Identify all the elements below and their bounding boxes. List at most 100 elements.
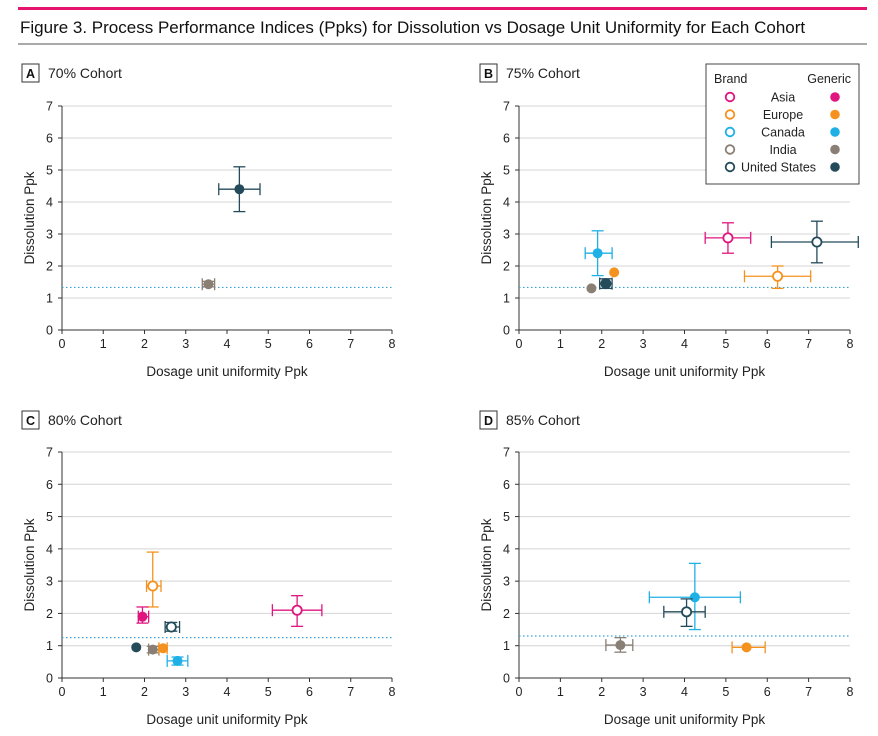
x-tick-label: 6: [306, 337, 313, 351]
y-tick-label: 7: [503, 100, 510, 114]
data-point: [605, 636, 634, 653]
x-tick-label: 8: [389, 337, 396, 351]
legend-brand-marker: [724, 126, 736, 138]
legend-row-europe: Europe: [724, 108, 840, 122]
data-point: [158, 642, 169, 655]
y-tick-label: 0: [503, 672, 510, 686]
data-point: [609, 267, 620, 278]
y-tick-label: 1: [46, 292, 53, 306]
x-tick-label: 6: [764, 337, 771, 351]
y-tick-label: 6: [46, 132, 53, 146]
generic-marker: [137, 611, 148, 622]
legend-generic-marker: [830, 144, 840, 155]
x-axis-label: Dosage unit uniformity Ppk: [604, 712, 766, 727]
x-tick-label: 1: [100, 685, 107, 699]
panel-b: B 75% Cohort 0 1 2 3 4 5 6 7 8 0 1 2 3 4 5 6 7 Dosage unit …: [479, 63, 859, 379]
panel-title: 80% Cohort: [48, 412, 122, 428]
panels: A 70% Cohort 0 1 2 3 4 5 6 7 8 0 1 2 3 4 5 6 7 Dosage unit …: [21, 63, 859, 727]
y-tick-label: 5: [503, 510, 510, 524]
x-tick-label: 2: [141, 685, 148, 699]
x-tick-label: 3: [640, 337, 647, 351]
x-tick-label: 4: [681, 337, 688, 351]
panel-title: 85% Cohort: [506, 412, 580, 428]
generic-marker: [615, 640, 626, 651]
legend-label: Europe: [763, 108, 803, 122]
brand-marker: [811, 236, 823, 248]
x-tick-label: 3: [182, 337, 189, 351]
x-tick-label: 7: [347, 337, 354, 351]
panel-letter: D: [484, 414, 493, 428]
y-tick-label: 7: [46, 100, 53, 114]
x-tick-label: 1: [557, 685, 564, 699]
legend-generic-marker: [830, 92, 840, 102]
generic-marker: [600, 278, 611, 289]
x-tick-label: 4: [224, 337, 231, 351]
panel-letter: A: [26, 67, 35, 81]
x-tick-label: 3: [182, 685, 189, 699]
panel-d: D 85% Cohort 0 1 2 3 4 5 6 7 8 0 1 2 3 4 5 6 7 Dosage unit …: [479, 410, 854, 727]
x-tick-label: 1: [557, 337, 564, 351]
panel-letter: C: [26, 414, 35, 428]
legend-brand-header: Brand: [714, 72, 747, 86]
brand-marker: [681, 606, 693, 618]
y-axis-label: Dissolution Ppk: [479, 518, 494, 611]
x-tick-label: 1: [100, 337, 107, 351]
y-tick-label: 1: [503, 292, 510, 306]
panel-letter-box: [21, 410, 40, 430]
x-tick-label: 0: [516, 337, 523, 351]
generic-marker: [158, 643, 169, 654]
data-point: [731, 641, 766, 654]
legend-row-canada: Canada: [724, 126, 840, 140]
legend: Brand Generic Asia Europe Canada India Unite…: [705, 63, 860, 185]
generic-marker: [609, 267, 620, 278]
y-axis-label: Dissolution Ppk: [22, 171, 37, 264]
y-tick-label: 6: [503, 132, 510, 146]
legend-row-asia: Asia: [724, 91, 840, 105]
x-axis-label: Dosage unit uniformity Ppk: [604, 364, 766, 379]
legend-row-india: India: [724, 143, 840, 157]
y-tick-label: 5: [46, 164, 53, 178]
brand-marker: [772, 270, 784, 282]
y-tick-label: 2: [46, 260, 53, 274]
generic-marker: [592, 248, 603, 259]
x-tick-label: 7: [805, 685, 812, 699]
data-point: [201, 278, 216, 291]
x-tick-label: 8: [389, 685, 396, 699]
y-tick-label: 3: [503, 228, 510, 242]
x-tick-label: 4: [224, 685, 231, 699]
data-point: [218, 166, 261, 213]
legend-label: India: [769, 143, 796, 157]
data-point: [271, 595, 323, 627]
x-tick-label: 0: [59, 337, 66, 351]
data-point: [704, 222, 752, 254]
x-tick-label: 5: [722, 337, 729, 351]
data-point: [743, 265, 812, 290]
x-tick-label: 8: [847, 685, 854, 699]
legend-brand-marker: [724, 109, 736, 120]
x-tick-label: 5: [265, 337, 272, 351]
data-point: [584, 230, 613, 277]
y-tick-label: 4: [503, 542, 510, 556]
panel-a: A 70% Cohort 0 1 2 3 4 5 6 7 8 0 1 2 3 4 5 6 7 Dosage unit …: [21, 63, 396, 379]
brand-marker: [722, 232, 734, 244]
generic-marker: [203, 279, 214, 290]
legend-label: United States: [741, 161, 816, 175]
y-tick-label: 0: [503, 324, 510, 338]
x-tick-label: 2: [141, 337, 148, 351]
legend-label: Asia: [771, 91, 795, 105]
y-tick-label: 0: [46, 324, 53, 338]
x-tick-label: 2: [598, 337, 605, 351]
y-tick-label: 5: [46, 510, 53, 524]
y-tick-label: 7: [46, 446, 53, 460]
y-axis-label: Dissolution Ppk: [22, 518, 37, 611]
y-tick-label: 3: [503, 575, 510, 589]
data-point: [586, 283, 597, 294]
brand-marker: [291, 604, 303, 616]
x-tick-label: 5: [722, 685, 729, 699]
legend-row-united-states: United States: [724, 161, 840, 175]
panel-title: 70% Cohort: [48, 65, 122, 81]
x-tick-label: 3: [640, 685, 647, 699]
y-axis-label: Dissolution Ppk: [479, 171, 494, 264]
brand-marker: [165, 621, 177, 633]
generic-marker: [131, 642, 142, 653]
